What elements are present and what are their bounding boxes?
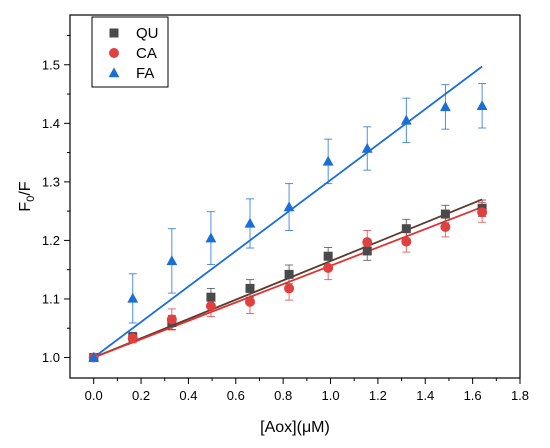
data-point-qu: [362, 246, 372, 256]
data-point-ca: [245, 296, 255, 307]
data-point-qu: [245, 283, 255, 293]
data-point-ca: [166, 314, 177, 325]
data-point-ca: [127, 333, 138, 344]
legend-box: [91, 16, 169, 88]
x-tick-label: 0.0: [85, 388, 103, 403]
data-point-qu: [401, 224, 411, 234]
data-point-qu: [323, 251, 333, 261]
x-tick-label: 0.2: [132, 388, 150, 403]
legend-label-qu: QU: [136, 25, 159, 42]
legend-marker-ca: [109, 48, 119, 58]
x-tick-label: 1.2: [369, 388, 387, 403]
y-tick-label: 1.2: [42, 233, 60, 248]
y-tick-label: 1.5: [42, 57, 60, 72]
data-point-ca: [362, 237, 373, 248]
data-point-fa: [283, 201, 295, 212]
data-point-ca: [205, 300, 216, 311]
legend: QU CA FA: [91, 16, 169, 88]
data-point-fa: [205, 232, 217, 243]
x-axis-title: [Aox](μM): [260, 419, 330, 436]
legend-marker-fa: [108, 67, 120, 78]
data-point-fa: [322, 155, 334, 166]
x-tick-label: 1.4: [416, 388, 434, 403]
data-point-qu: [206, 292, 216, 302]
data-point-qu: [284, 269, 294, 279]
x-tick-label: 0.6: [227, 388, 245, 403]
y-axis-title: F0/F: [17, 181, 37, 211]
y-tick-label: 1.4: [42, 116, 60, 131]
data-point-ca: [323, 262, 334, 273]
data-point-ca: [440, 221, 451, 232]
x-tick-label: 1.8: [511, 388, 529, 403]
y-tick-label: 1.0: [42, 350, 60, 365]
y-tick-label: 1.3: [42, 174, 60, 189]
data-point-ca: [477, 207, 488, 218]
data-point-qu: [440, 209, 450, 219]
data-point-fa: [361, 142, 373, 153]
legend-marker-qu: [109, 28, 119, 38]
data-point-fa: [166, 255, 178, 266]
data-point-fa: [127, 292, 139, 303]
fit-line-ca: [93, 206, 483, 359]
plot-frame: [69, 14, 521, 379]
x-tick-label: 1.0: [321, 388, 339, 403]
data-point-fa: [400, 114, 412, 125]
y-tick-label: 1.1: [42, 291, 60, 306]
data-point-ca: [284, 283, 295, 294]
fit-line-fa: [93, 65, 483, 359]
data-point-fa: [439, 101, 451, 112]
legend-label-fa: FA: [136, 65, 154, 82]
x-tick-label: 0.4: [179, 388, 197, 403]
data-point-ca: [401, 236, 412, 247]
data-point-fa: [476, 100, 488, 111]
x-tick-label: 0.8: [274, 388, 292, 403]
data-point-fa: [244, 217, 256, 228]
legend-label-ca: CA: [136, 45, 157, 62]
data-point-fa: [88, 351, 100, 362]
x-tick-label: 1.6: [464, 388, 482, 403]
